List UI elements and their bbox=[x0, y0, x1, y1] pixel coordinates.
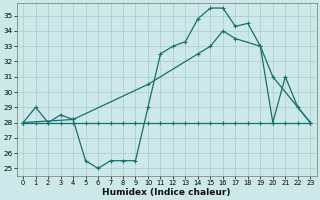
X-axis label: Humidex (Indice chaleur): Humidex (Indice chaleur) bbox=[102, 188, 231, 197]
